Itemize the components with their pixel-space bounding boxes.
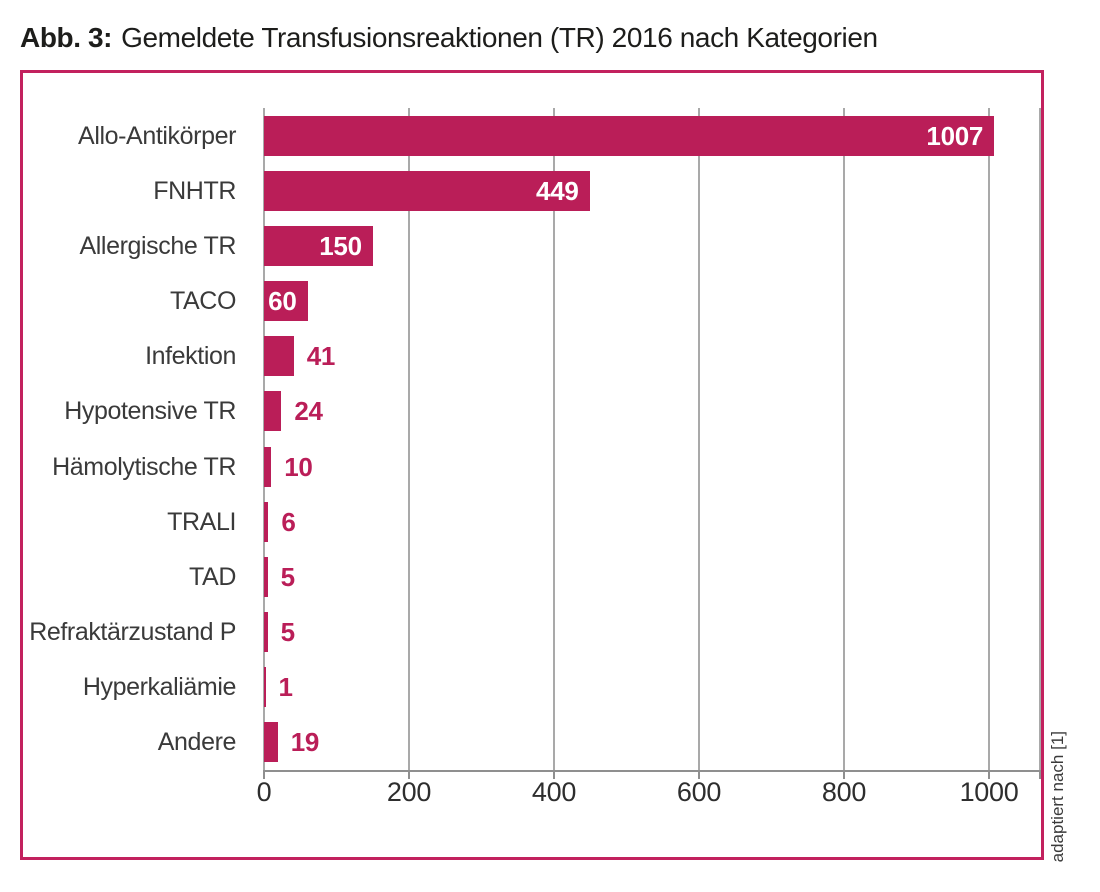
figure-title: Abb. 3: Gemeldete Transfusionsreaktionen … [20,22,878,54]
figure-number: Abb. 3: [20,22,113,53]
chart-frame [20,70,1044,860]
figure-caption: Gemeldete Transfusionsreaktionen (TR) 20… [121,22,878,53]
source-note: adaptiert nach [1] [1048,730,1067,862]
